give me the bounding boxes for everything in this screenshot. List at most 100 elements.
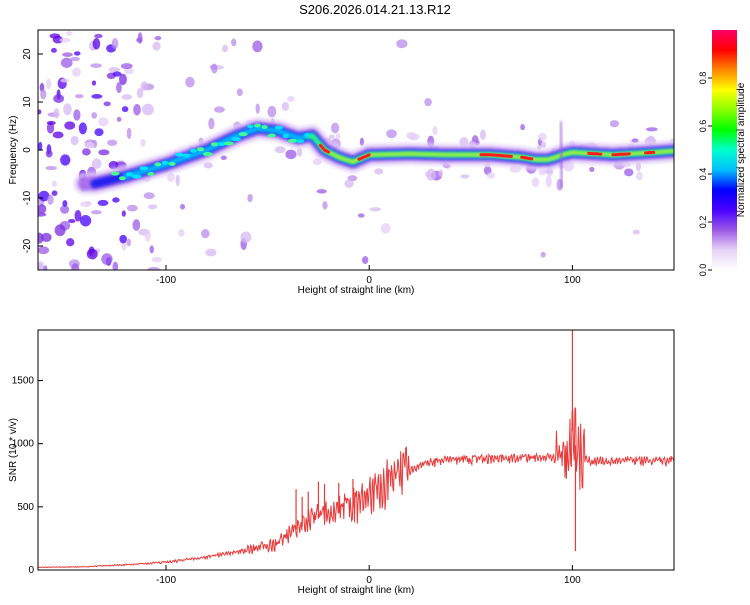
spectrogram-noise-blob <box>185 76 195 88</box>
spectrogram-noise-blob <box>94 33 103 39</box>
snr-panel: -100 0 100 0 500 1000 1500 Height of straight… <box>8 329 675 596</box>
spectrogram-noise-blob <box>140 139 146 147</box>
spectrogram-noise-blob <box>538 169 547 176</box>
spectrogram-x-axis-label: Height of straight line (km) <box>298 285 415 296</box>
spectrogram-noise-blob <box>71 263 80 270</box>
spectrogram-noise-blob <box>38 261 44 270</box>
spectrogram-noise-blob <box>540 141 547 148</box>
spectrogram-noise-blob <box>98 117 109 127</box>
spectrogram-noise-blob <box>119 234 127 244</box>
spectrogram-noise-blob <box>67 218 76 224</box>
spectrogram-noise-blob <box>43 265 48 270</box>
ridge-bead <box>139 166 148 171</box>
spectrogram-noise-blob <box>120 63 133 70</box>
ridge-bead <box>282 133 290 138</box>
spectrogram-noise-blob <box>322 201 328 210</box>
spectrogram-noise-blob <box>132 219 141 231</box>
spectrogram-noise-blob <box>285 149 297 160</box>
snr-x-axis-label: Height of straight line (km) <box>298 585 415 596</box>
spectrogram-noise-blob <box>60 205 70 214</box>
spectrogram-noise-blob <box>151 256 162 263</box>
spectrogram-noise-blob <box>208 117 215 130</box>
spectrogram-noise-blob <box>53 94 65 103</box>
spectrogram-noise-blob <box>91 80 97 86</box>
spectrogram-noise-blob <box>255 103 260 114</box>
spectrogram-noise-blob <box>65 31 73 36</box>
ridge-bead <box>202 152 213 157</box>
colorbar: 0.0 0.2 0.4 0.6 0.8 Normalized spectral ampl… <box>698 30 747 276</box>
ridge-bead <box>131 174 142 179</box>
spectrogram-noise-blob <box>103 101 111 107</box>
spectrogram-noise-blob <box>540 251 546 258</box>
x-tick-label: -100 <box>156 275 176 286</box>
spectrogram-noise-blob <box>287 95 295 102</box>
spectrogram-noise-blob <box>632 229 640 235</box>
spectrogram-noise-blob <box>624 168 634 177</box>
spectrogram-noise-blob <box>64 121 76 130</box>
spectrogram-noise-blob <box>538 132 547 141</box>
spectrogram-noise-blob <box>86 248 98 260</box>
spectrogram-noise-blob <box>41 232 52 243</box>
spectrogram-noise-blob <box>406 131 417 140</box>
spectrogram-noise-blob <box>296 148 303 157</box>
spectrogram-noise-blob <box>432 125 438 136</box>
spectrogram-noise-blob <box>152 41 161 51</box>
colorbar-tick-label: 0.8 <box>698 72 708 85</box>
ridge-bead <box>238 132 248 137</box>
spectrogram-noise-blob <box>46 120 56 125</box>
spectrogram-noise-blob <box>147 204 158 210</box>
spectrogram-noise-blob <box>136 88 144 99</box>
spectrogram-noise-blob <box>486 172 495 179</box>
spectrogram-noise-blob <box>252 40 263 53</box>
spectrogram-noise-blob <box>121 106 129 113</box>
spectrogram-noise-blob <box>213 106 225 113</box>
spectrogram-noise-blob <box>203 162 213 169</box>
spectrogram-noise-blob <box>357 213 365 218</box>
y-tick-label: 10 <box>22 96 33 108</box>
spectrogram-noise-blob <box>312 158 322 166</box>
spectrogram-noise-blob <box>426 168 437 181</box>
spectrogram-noise-blob <box>70 135 79 146</box>
spectrogram-noise-blob <box>126 238 131 247</box>
spectrogram-noise-blob <box>247 193 253 203</box>
spectrogram-noise-blob <box>45 78 52 90</box>
colorbar-tick-label: 0.0 <box>698 264 708 277</box>
ridge-bead <box>231 137 241 142</box>
spectrogram-noise-blob <box>108 66 121 73</box>
spectrogram-noise-blob <box>180 203 186 210</box>
ridge-vertical-streak <box>558 121 565 189</box>
colorbar-label: Normalized spectral amplitude <box>736 82 747 217</box>
spectrogram-noise-blob <box>386 129 397 139</box>
spectrogram-noise-blob <box>38 246 50 255</box>
ridge-bead <box>189 148 198 153</box>
ridge-bead <box>196 147 205 152</box>
ridge-bead <box>274 125 284 130</box>
spectrogram-noise-blob <box>112 261 119 270</box>
ridge-hot-segment <box>520 155 534 161</box>
spectrogram-noise-blob <box>240 231 252 243</box>
ridge-bead <box>304 132 311 137</box>
spectrogram-noise-blob <box>136 37 143 43</box>
spectrogram-noise-blob <box>143 192 155 200</box>
spectrogram-noise-blob <box>92 38 101 50</box>
spectrogram-noise-blob <box>74 94 84 99</box>
ridge-bead <box>182 153 191 158</box>
spectrogram-noise-blob <box>220 155 227 161</box>
snr-x-ticks: -100 0 100 <box>156 565 581 586</box>
spectrogram-noise-blob <box>107 139 118 146</box>
spectrogram-noise-blob <box>126 204 138 212</box>
spectrogram-noise-blob <box>175 174 180 187</box>
spectrogram-noise-blob <box>54 224 66 237</box>
spectrogram-noise-blob <box>50 47 57 53</box>
spectrogram-noise-blob <box>47 194 54 205</box>
spectrogram-noise-blob <box>59 37 71 43</box>
spectrogram-y-ticks: -20 -10 0 10 20 <box>22 48 43 253</box>
spectrogram-noise-blob <box>74 209 82 222</box>
spectrogram-noise-blob <box>116 82 122 94</box>
spectrogram-noise-blob <box>267 105 277 118</box>
y-tick-label: 1000 <box>12 439 35 450</box>
ridge-bead <box>154 162 162 167</box>
ridge-bead <box>253 123 262 128</box>
